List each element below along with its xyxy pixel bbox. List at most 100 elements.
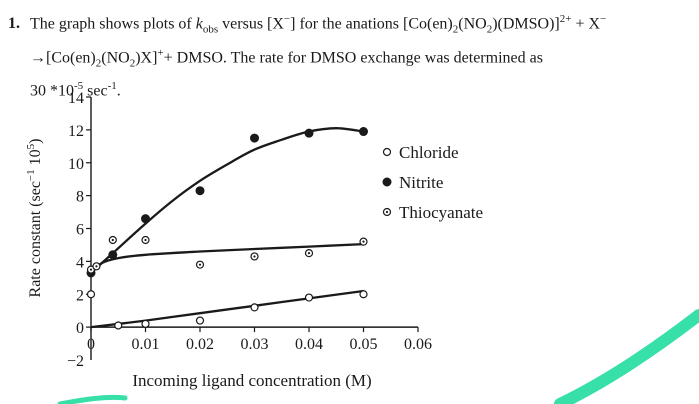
marker-dot xyxy=(144,238,147,242)
y-tick-label: 6 xyxy=(76,222,84,239)
data-point-thiocyanate xyxy=(141,235,150,245)
x-tick-label: 0.04 xyxy=(295,336,323,353)
data-points xyxy=(86,127,368,330)
x-tick-label: 0 xyxy=(87,336,95,353)
exponent-superscript: -1 xyxy=(107,80,117,93)
data-point-chloride xyxy=(250,303,259,312)
question-text-segment: . xyxy=(116,82,121,100)
data-point-nitrite xyxy=(359,127,368,137)
y-axis-label-part: 10 xyxy=(27,149,44,169)
x-tick-label: 0.05 xyxy=(350,336,378,353)
y-tick-label: 0 xyxy=(76,320,84,337)
question-text-segment: sec xyxy=(83,82,108,100)
y-axis-label-part: 5 xyxy=(25,143,37,149)
legend-marker-chloride xyxy=(382,147,392,157)
data-point-nitrite xyxy=(304,128,314,138)
question-text-segment: (NO xyxy=(101,48,130,66)
y-tick-label: 14 xyxy=(68,90,84,107)
question-text-segment: →[Co(en) xyxy=(30,48,96,66)
legend-marker-nitrite xyxy=(382,177,392,187)
kobs-symbol: k xyxy=(195,15,203,33)
marker-dot xyxy=(111,238,114,242)
legend-label-thiocyanate: Thiocyanate xyxy=(399,203,483,222)
charge-superscript: − xyxy=(283,13,291,25)
data-point-thiocyanate xyxy=(250,252,259,261)
question-text: 1. The graph shows plots of kobs versus [… xyxy=(8,8,698,102)
y-tick-label: 2 xyxy=(76,287,84,304)
data-point-chloride xyxy=(141,319,150,328)
y-tick-label: 4 xyxy=(76,254,84,271)
legend-item-nitrite: Nitrite xyxy=(382,173,443,192)
data-point-thiocyanate xyxy=(92,262,101,271)
data-point-chloride xyxy=(114,321,123,330)
question-text-segment: 30 *10 xyxy=(30,82,74,100)
data-point-chloride xyxy=(195,316,205,325)
y-axis-label-part: Rate constant (sec xyxy=(27,181,44,297)
decorative-stroke-left xyxy=(57,394,128,404)
y-tick-label: 10 xyxy=(68,156,84,173)
question-text-segment: The graph shows plots of xyxy=(30,15,196,33)
x-tick-label: 0.06 xyxy=(404,336,432,353)
question-text-segment: )(DMSO)] xyxy=(492,15,560,33)
charge-superscript: − xyxy=(600,13,607,25)
formula-subscript: 2 xyxy=(95,57,102,70)
formula-subscript: 2 xyxy=(452,23,459,36)
question-line-3: 30 *10-5 sec-1. xyxy=(8,75,698,102)
y-axis-label-part: ) xyxy=(27,139,44,144)
x-tick-label: 0.02 xyxy=(186,336,214,353)
question-number: 1. xyxy=(8,15,20,33)
marker-dot xyxy=(95,265,98,268)
data-point-chloride xyxy=(304,293,314,302)
y-tick-label: −2 xyxy=(67,353,84,370)
data-point-thiocyanate xyxy=(359,237,368,246)
chart-legend: Chloride Nitrite Thiocyanate xyxy=(382,143,483,222)
marker-dot xyxy=(362,240,365,243)
y-tick-label: 8 xyxy=(76,189,84,206)
charge-superscript: + xyxy=(157,46,164,59)
question-text-segment: versus [X xyxy=(218,15,284,33)
data-point-nitrite xyxy=(250,133,259,143)
legend-item-chloride: Chloride xyxy=(382,143,459,162)
legend-label-chloride: Chloride xyxy=(399,143,459,162)
question-text-segment: (NO xyxy=(458,15,487,33)
formula-subscript: 2 xyxy=(129,57,136,70)
data-point-nitrite xyxy=(141,214,150,224)
legend-marker-thiocyanate xyxy=(382,207,392,217)
data-point-nitrite xyxy=(108,250,118,260)
y-axis-label-part: −1 xyxy=(25,169,37,181)
fit-curves xyxy=(90,127,364,329)
decorative-stroke-right xyxy=(554,309,699,404)
marker-dot xyxy=(89,268,93,271)
y-tick-label: 12 xyxy=(68,123,84,140)
marker-dot xyxy=(198,263,202,266)
marker-dot xyxy=(307,252,311,255)
formula-subscript: 2 xyxy=(486,23,493,36)
marker-dot xyxy=(385,210,389,214)
data-point-thiocyanate xyxy=(108,235,117,245)
data-point-thiocyanate xyxy=(195,260,205,269)
data-point-nitrite xyxy=(195,186,205,196)
fit-curve-thiocyanate xyxy=(90,242,364,274)
x-axis-label: Incoming ligand concentration (M) xyxy=(132,371,371,390)
x-tick-label: 0.01 xyxy=(132,336,160,353)
data-point-thiocyanate xyxy=(304,249,314,258)
legend-item-thiocyanate: Thiocyanate xyxy=(382,203,483,222)
data-point-chloride xyxy=(359,290,368,299)
data-point-chloride xyxy=(86,290,96,299)
legend-label-nitrite: Nitrite xyxy=(399,173,443,192)
question-line-1: 1. The graph shows plots of kobs versus [… xyxy=(8,8,698,42)
exponent-superscript: -5 xyxy=(74,80,84,93)
question-text-segment: )X] xyxy=(135,48,158,66)
fit-curve-nitrite xyxy=(90,127,364,274)
marker-dot xyxy=(253,255,256,258)
question-text-segment: + DMSO. The rate for DMSO exchange was d… xyxy=(163,48,543,66)
kobs-subscript: obs xyxy=(202,23,219,36)
x-tick-label: 0.03 xyxy=(241,336,269,353)
question-text-segment: ] for the anations [Co(en) xyxy=(290,15,453,33)
fit-curve-chloride xyxy=(90,289,364,329)
question-line-2: →[Co(en)2(NO2)X]++ DMSO. The rate for DM… xyxy=(8,42,698,76)
y-axis-label: Rate constant (sec−1 105) xyxy=(25,139,44,298)
decorative-strokes xyxy=(57,309,699,404)
